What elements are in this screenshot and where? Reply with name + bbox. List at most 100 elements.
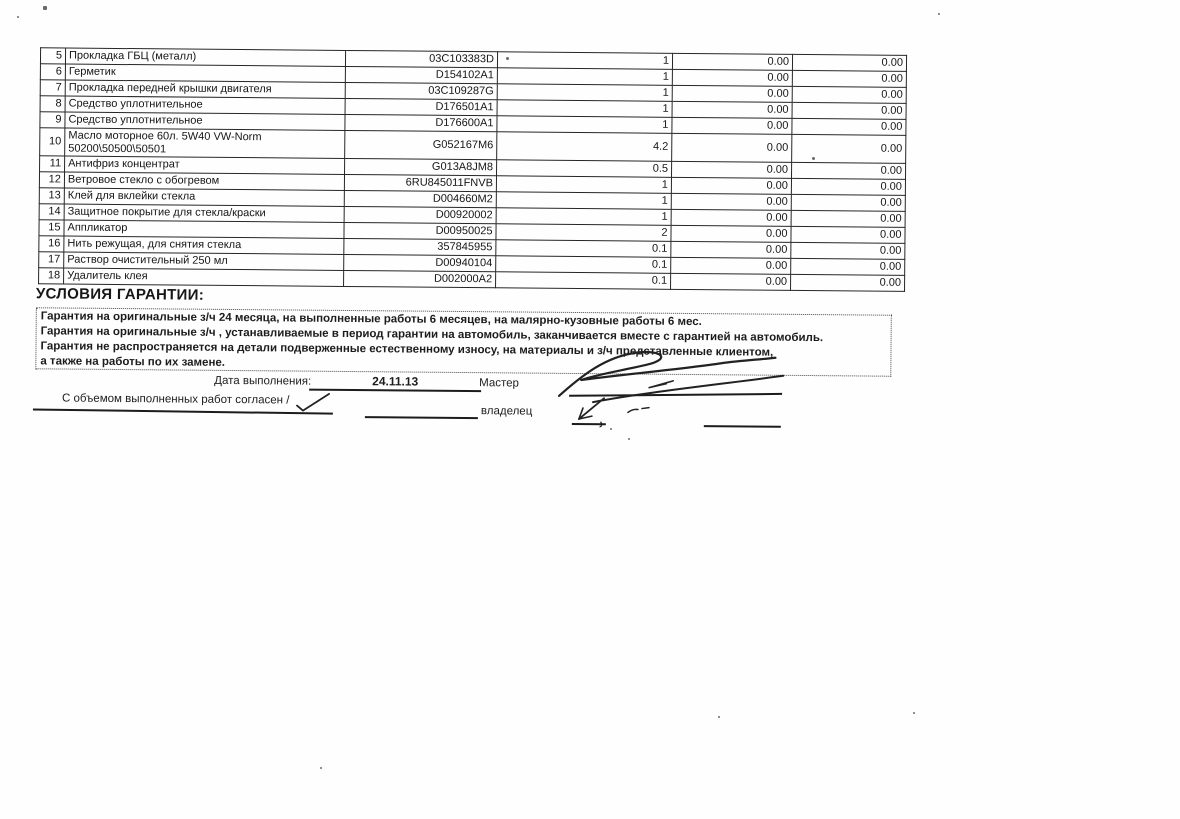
part-number: D004660M2 <box>344 190 497 208</box>
total: 0.00 <box>790 274 905 292</box>
price: 0.00 <box>672 53 793 71</box>
total: 0.00 <box>790 242 905 260</box>
owner-signature-checkmark <box>577 397 650 428</box>
quantity: 0.1 <box>495 239 671 258</box>
date-value: 24.11.13 <box>372 374 419 389</box>
scan-speck <box>43 6 47 10</box>
part-number: 357845955 <box>343 238 496 256</box>
quantity: 1 <box>496 175 672 194</box>
parts-table-body: 5 Прокладка ГБЦ (металл) 03C103383D 1 0.… <box>38 47 907 292</box>
total: 0.00 <box>791 134 906 164</box>
scan-speck <box>812 157 815 160</box>
scan-speck <box>628 438 630 440</box>
date-label: Дата выполнения: <box>214 374 312 388</box>
part-number: D00920002 <box>344 206 497 224</box>
price: 0.00 <box>672 101 793 119</box>
total: 0.00 <box>791 162 906 180</box>
price: 0.00 <box>671 161 792 179</box>
total: 0.00 <box>791 194 906 212</box>
scan-speck <box>506 57 509 60</box>
row-number: 17 <box>38 251 64 269</box>
blank-signature-line <box>364 416 478 419</box>
owner-label: владелец <box>480 405 533 418</box>
part-number: G013A8JM8 <box>344 158 497 176</box>
row-number: 13 <box>39 187 65 205</box>
scan-speck <box>320 767 322 769</box>
quantity: 1 <box>496 115 673 134</box>
agreement-checkmark <box>296 392 330 412</box>
master-label: Мастер <box>479 377 520 390</box>
row-number: 11 <box>39 155 65 173</box>
total: 0.00 <box>792 102 907 120</box>
row-number: 18 <box>38 267 64 285</box>
quantity: 0.1 <box>495 271 671 290</box>
total: 0.00 <box>790 258 905 276</box>
quantity: 0.1 <box>495 255 671 274</box>
quantity: 1 <box>496 207 672 226</box>
quantity: 1 <box>497 51 673 70</box>
price: 0.00 <box>671 193 792 211</box>
part-number: 03C103383D <box>345 50 498 68</box>
quantity: 0.5 <box>496 159 672 178</box>
price: 0.00 <box>671 133 792 163</box>
price: 0.00 <box>671 177 792 195</box>
total: 0.00 <box>790 226 906 244</box>
total: 0.00 <box>791 118 907 136</box>
part-number: D176600A1 <box>344 114 498 132</box>
part-number: D002000A2 <box>343 270 496 288</box>
quantity: 4.2 <box>496 131 672 162</box>
scan-speck <box>17 16 19 18</box>
scan-speck <box>938 13 940 15</box>
quantity: 1 <box>497 83 673 102</box>
total: 0.00 <box>791 210 906 228</box>
scan-speck <box>718 716 720 718</box>
row-number: 10 <box>39 127 65 157</box>
price: 0.00 <box>670 225 792 243</box>
parts-table: 5 Прокладка ГБЦ (металл) 03C103383D 1 0.… <box>38 47 907 292</box>
row-number: 15 <box>38 219 65 237</box>
part-number: 6RU845011FNVB <box>344 174 497 192</box>
quantity: 1 <box>497 67 673 86</box>
row-number: 12 <box>39 171 65 189</box>
row-number: 14 <box>39 203 65 221</box>
part-number: D176501A1 <box>345 98 498 116</box>
part-number: 03C109287G <box>345 82 498 100</box>
part-number: D00950025 <box>343 222 497 240</box>
price: 0.00 <box>672 69 793 87</box>
row-number: 6 <box>40 63 66 81</box>
owner-signature-line <box>571 422 606 426</box>
price: 0.00 <box>672 85 793 103</box>
part-number: D00940104 <box>343 254 496 272</box>
warranty-title: УСЛОВИЯ ГАРАНТИИ: <box>35 285 205 304</box>
part-number: D154102A1 <box>345 66 498 84</box>
price: 0.00 <box>670 273 791 291</box>
total: 0.00 <box>792 70 907 88</box>
total: 0.00 <box>791 178 906 196</box>
quantity: 1 <box>497 99 673 118</box>
scan-speck <box>610 428 612 430</box>
row-number: 8 <box>40 95 66 113</box>
row-number: 9 <box>39 111 66 129</box>
right-signature-line <box>703 425 781 428</box>
agreement-underline <box>32 408 333 416</box>
total: 0.00 <box>792 54 907 72</box>
quantity: 2 <box>495 223 672 242</box>
total: 0.00 <box>792 86 907 104</box>
master-signature <box>557 350 785 404</box>
row-number: 5 <box>40 47 66 65</box>
part-number: G052167M6 <box>344 130 497 160</box>
quantity: 1 <box>496 191 672 210</box>
row-number: 16 <box>38 235 64 253</box>
price: 0.00 <box>670 241 791 259</box>
agreement-statement: С объемом выполненных работ согласен / <box>61 392 290 407</box>
part-name: Удалитель клея <box>63 268 344 287</box>
price: 0.00 <box>670 257 791 275</box>
date-underline <box>309 388 482 392</box>
part-name: Масло моторное 60л. 5W40 VW-Norm 50200\5… <box>64 128 345 159</box>
price: 0.00 <box>671 117 793 135</box>
row-number: 7 <box>40 79 66 97</box>
scan-speck <box>913 712 915 714</box>
price: 0.00 <box>671 209 792 227</box>
